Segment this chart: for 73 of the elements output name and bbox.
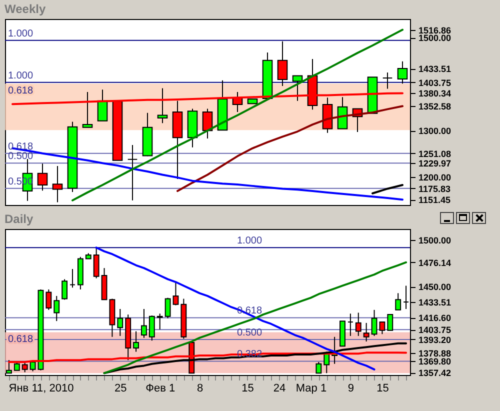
candlestick (363, 322, 370, 342)
y-tick-label: 1416.60 (418, 313, 452, 324)
candlestick (82, 92, 93, 128)
x-tick-label: Фев 1 (146, 382, 176, 394)
x-tick-label: 24 (273, 382, 286, 394)
annotation: 0.382 (237, 349, 262, 360)
y-tick-label: 1476.14 (418, 258, 452, 268)
y-tick-label: 1403.75 (418, 78, 452, 88)
y-tick-label: 1357.42 (418, 368, 452, 378)
candlestick (172, 282, 179, 306)
y-tick-label: 1433.51 (418, 64, 452, 74)
y-tick-label: 1175.83 (418, 184, 451, 194)
y-tick-label: 1200.00 (418, 172, 452, 183)
candlestick (292, 75, 303, 102)
candlestick (127, 144, 138, 201)
annotation: 1.000 (237, 236, 262, 247)
y-tick-label: 1251.08 (418, 148, 452, 159)
line-series (95, 246, 376, 370)
candlestick (277, 40, 288, 86)
y-tick-label: 1369.80 (418, 356, 452, 367)
candlestick (387, 314, 394, 331)
y-tick-label: 1151.45 (418, 195, 451, 206)
candlestick (397, 60, 408, 84)
candlestick (157, 88, 168, 124)
candlestick (156, 313, 163, 330)
y-tick-label: 1403.75 (418, 325, 452, 336)
line-series (176, 105, 404, 192)
x-tick-label: 15 (376, 382, 389, 394)
candlestick (70, 268, 76, 288)
candlestick (133, 330, 139, 352)
candlestick (379, 321, 386, 335)
line-series (72, 28, 404, 202)
line-series (103, 261, 408, 374)
x-tick-label: 9 (348, 382, 354, 394)
y-tick-label: 1433.51 (418, 297, 452, 308)
y-tick-label: 1393.20 (418, 334, 452, 345)
candlestick (355, 312, 362, 336)
annotation: 1.000 (8, 28, 34, 40)
candlestick (52, 165, 63, 203)
x-tick-label: 25 (114, 382, 127, 394)
candlestick (395, 292, 402, 310)
y-tick-label: 1378.88 (418, 348, 452, 358)
y-tick-label: 1300.00 (418, 126, 452, 136)
candlestick (37, 163, 48, 192)
x-tick-label: Янв 11, 2010 (8, 382, 74, 394)
candlestick (164, 297, 171, 319)
candlestick (148, 314, 155, 342)
annotation: 0.500 (8, 151, 34, 162)
candlestick (382, 72, 393, 90)
candlestick (202, 108, 213, 140)
y-tick-label: 1380.34 (418, 88, 452, 99)
candlestick (62, 278, 68, 300)
band-label: 0.618 (8, 86, 34, 97)
y-tick-label: 1352.58 (418, 102, 452, 112)
candlestick (141, 308, 147, 338)
chart-title: Weekly (4, 2, 46, 16)
candlestick (46, 288, 52, 310)
candlestick (371, 309, 378, 336)
x-tick-label: 15 (242, 382, 254, 394)
y-tick-label: 1500.00 (418, 33, 452, 44)
annotation: 1.000 (8, 70, 34, 82)
candlestick (347, 313, 354, 336)
x-tick-label: 8 (196, 382, 204, 394)
chart-title: Daily (4, 212, 34, 226)
candlestick (93, 247, 100, 279)
y-tick-label: 1450.00 (418, 282, 452, 292)
y-tick-label: 1500.00 (418, 236, 452, 246)
y-tick-label: 1229.97 (418, 158, 452, 169)
candlestick (54, 295, 60, 322)
y-tick-label: 1516.86 (418, 25, 452, 36)
x-tick-label: Мар 1 (296, 382, 327, 394)
annotation: 0.500 (237, 327, 262, 338)
candlestick (117, 308, 124, 336)
